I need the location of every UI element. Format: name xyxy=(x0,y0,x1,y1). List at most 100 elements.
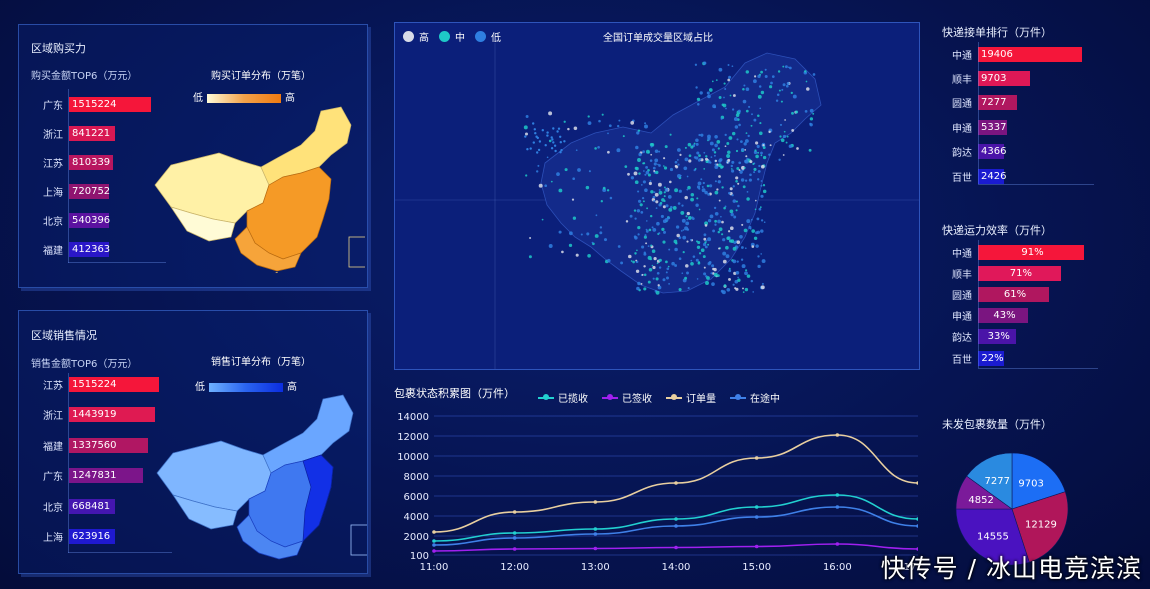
order-dot xyxy=(714,180,717,183)
order-dot xyxy=(792,94,797,99)
order-dot xyxy=(703,168,706,170)
order-dot xyxy=(757,264,761,269)
order-dot xyxy=(642,150,646,154)
legend-item[interactable]: 在途中 xyxy=(730,390,780,405)
order-dot xyxy=(550,136,553,139)
order-dot xyxy=(742,87,745,91)
order-dot xyxy=(703,266,706,269)
order-dot xyxy=(784,65,788,69)
legend-item[interactable]: 中 xyxy=(439,29,465,44)
order-dot xyxy=(711,80,714,83)
order-dot xyxy=(749,227,752,230)
order-dot xyxy=(607,258,611,263)
legend-item[interactable]: 低 xyxy=(475,29,501,44)
legend-item[interactable]: 已揽收 xyxy=(538,390,588,405)
order-dot xyxy=(645,242,648,245)
legend-item[interactable]: 高 xyxy=(403,29,429,44)
order-dot xyxy=(667,265,670,268)
order-dot xyxy=(664,188,669,192)
order-dot xyxy=(598,119,601,123)
order-dot xyxy=(532,122,535,125)
order-dot xyxy=(569,231,573,236)
order-dot xyxy=(738,169,741,172)
order-dot xyxy=(599,226,603,229)
series-point xyxy=(512,547,517,551)
order-dot xyxy=(534,132,537,135)
bar-row: 顺丰 71% xyxy=(940,265,1061,281)
order-dot xyxy=(652,228,657,232)
order-dot xyxy=(705,239,708,242)
order-dot xyxy=(764,75,768,78)
purchase-map-title: 购买订单分布（万笔） xyxy=(211,71,311,82)
order-dot xyxy=(657,182,662,187)
order-dot xyxy=(753,236,758,241)
order-dot xyxy=(663,166,668,170)
order-dot xyxy=(743,166,746,169)
order-dot xyxy=(760,90,765,95)
order-dot xyxy=(760,70,763,74)
bar: 33% xyxy=(978,329,1017,345)
order-dot xyxy=(742,185,746,189)
order-dot xyxy=(706,91,710,95)
order-dot xyxy=(654,149,659,153)
order-dot xyxy=(714,165,719,170)
order-dot xyxy=(553,144,557,147)
order-dot xyxy=(607,150,610,154)
order-dot xyxy=(577,168,581,172)
order-dot xyxy=(664,145,668,149)
china-outline xyxy=(540,52,822,294)
order-dot xyxy=(728,75,732,79)
order-dot xyxy=(727,78,731,82)
order-dot xyxy=(760,164,765,169)
order-dot xyxy=(680,229,683,232)
order-dot xyxy=(746,191,749,193)
bar-row: 江苏 810339 xyxy=(25,154,113,170)
bar-value: 5337 xyxy=(981,121,1007,133)
order-dot xyxy=(685,264,689,268)
order-dot xyxy=(635,145,639,150)
express-eff-title: 快递运力效率（万件） xyxy=(942,224,1052,237)
order-dot xyxy=(711,282,715,286)
order-dot xyxy=(742,99,747,104)
order-dot xyxy=(703,237,707,241)
order-dot xyxy=(781,88,784,91)
bar-value: 91% xyxy=(1021,246,1044,258)
bar-row: 百世 2426 xyxy=(940,168,1007,184)
order-dot xyxy=(594,234,599,238)
order-dot xyxy=(714,223,717,226)
order-dot xyxy=(556,130,559,133)
map-east xyxy=(246,166,332,260)
order-dot xyxy=(737,204,740,208)
order-dot xyxy=(597,145,600,149)
legend-dot-icon xyxy=(403,31,414,42)
series-point xyxy=(835,542,840,546)
order-dot xyxy=(684,157,689,162)
series-point xyxy=(754,456,759,460)
order-dot xyxy=(533,128,536,131)
order-dot xyxy=(761,282,764,285)
order-dot xyxy=(606,189,610,192)
order-dot xyxy=(643,170,645,172)
order-dot xyxy=(657,284,660,287)
eff-axis xyxy=(978,240,979,368)
order-dot xyxy=(721,186,724,189)
bar-row: 上海 623916 xyxy=(25,529,115,545)
order-dot xyxy=(718,227,723,232)
order-dot xyxy=(775,99,779,102)
order-dot xyxy=(552,127,555,130)
bar-value: 2426 xyxy=(981,170,1007,182)
legend-item[interactable]: 订单量 xyxy=(666,390,716,405)
legend-item[interactable]: 已签收 xyxy=(602,390,652,405)
order-dot xyxy=(636,286,640,291)
sales-subtitle: 销售金额TOP6（万元） xyxy=(31,359,138,370)
order-dot xyxy=(636,131,640,135)
order-dot xyxy=(668,207,673,212)
order-dot xyxy=(692,255,696,258)
order-dot xyxy=(687,215,692,220)
order-dot xyxy=(641,273,644,276)
legend-dot-icon xyxy=(475,31,486,42)
order-dot xyxy=(718,96,722,99)
order-dot xyxy=(728,269,732,273)
order-dot xyxy=(637,281,641,286)
order-dot xyxy=(526,148,529,151)
